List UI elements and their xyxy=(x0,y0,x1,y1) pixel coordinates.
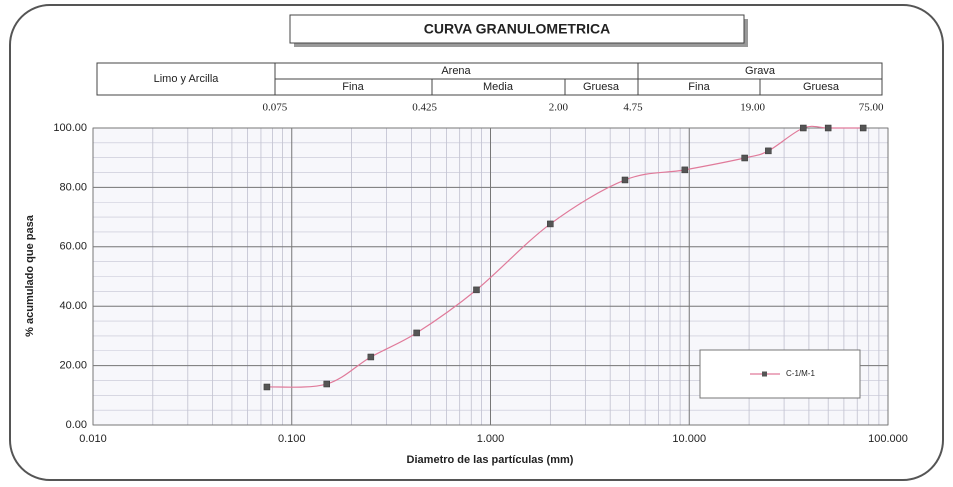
data-point xyxy=(741,154,748,162)
class-label: Gruesa xyxy=(803,81,840,93)
data-point xyxy=(547,220,554,228)
class-label: Media xyxy=(483,81,514,93)
sieve-label: 2.00 xyxy=(549,102,569,114)
x-tick-label: 10.000 xyxy=(672,433,706,445)
data-point xyxy=(800,124,807,132)
title-box xyxy=(289,14,745,44)
y-tick-label: 20.00 xyxy=(59,360,87,372)
data-point xyxy=(263,383,271,391)
sieve-label: 19.00 xyxy=(740,102,765,114)
y-tick-label: 100.00 xyxy=(53,122,87,134)
x-tick-label: 100.000 xyxy=(868,433,908,445)
classification-table xyxy=(96,62,883,96)
data-point xyxy=(824,124,832,132)
sieve-label: 4.75 xyxy=(623,102,643,114)
x-tick-label: 0.010 xyxy=(79,433,107,445)
class-label: Arena xyxy=(441,65,471,77)
class-label: Fina xyxy=(342,81,364,93)
data-point xyxy=(413,329,420,337)
data-point xyxy=(765,147,772,155)
data-point xyxy=(681,166,689,174)
y-tick-label: 0.00 xyxy=(66,419,87,431)
x-tick-label: 1.000 xyxy=(477,433,505,445)
sieve-label: 0.075 xyxy=(263,102,288,114)
class-label: Limo y Arcilla xyxy=(154,73,220,85)
data-point xyxy=(859,124,867,132)
sieve-label: 0.425 xyxy=(412,102,437,114)
y-tick-label: 40.00 xyxy=(59,300,87,312)
data-point xyxy=(367,353,375,361)
data-point xyxy=(473,286,480,294)
data-point xyxy=(621,176,629,184)
x-axis-label: Diametro de las partículas (mm) xyxy=(407,454,574,466)
y-tick-label: 60.00 xyxy=(59,241,87,253)
class-label: Gruesa xyxy=(583,81,620,93)
legend-label: C-1/M-1 xyxy=(786,369,815,378)
y-tick-label: 80.00 xyxy=(59,181,87,193)
data-point xyxy=(323,380,330,388)
chart-title: CURVA GRANULOMETRICA xyxy=(424,21,610,37)
class-label: Grava xyxy=(745,65,776,77)
class-label: Fina xyxy=(688,81,710,93)
y-axis-label: % acumulado que pasa xyxy=(24,214,36,337)
legend-marker xyxy=(762,371,767,377)
frame xyxy=(9,4,944,481)
x-tick-label: 0.100 xyxy=(278,433,306,445)
sieve-label: 75.00 xyxy=(859,102,884,114)
